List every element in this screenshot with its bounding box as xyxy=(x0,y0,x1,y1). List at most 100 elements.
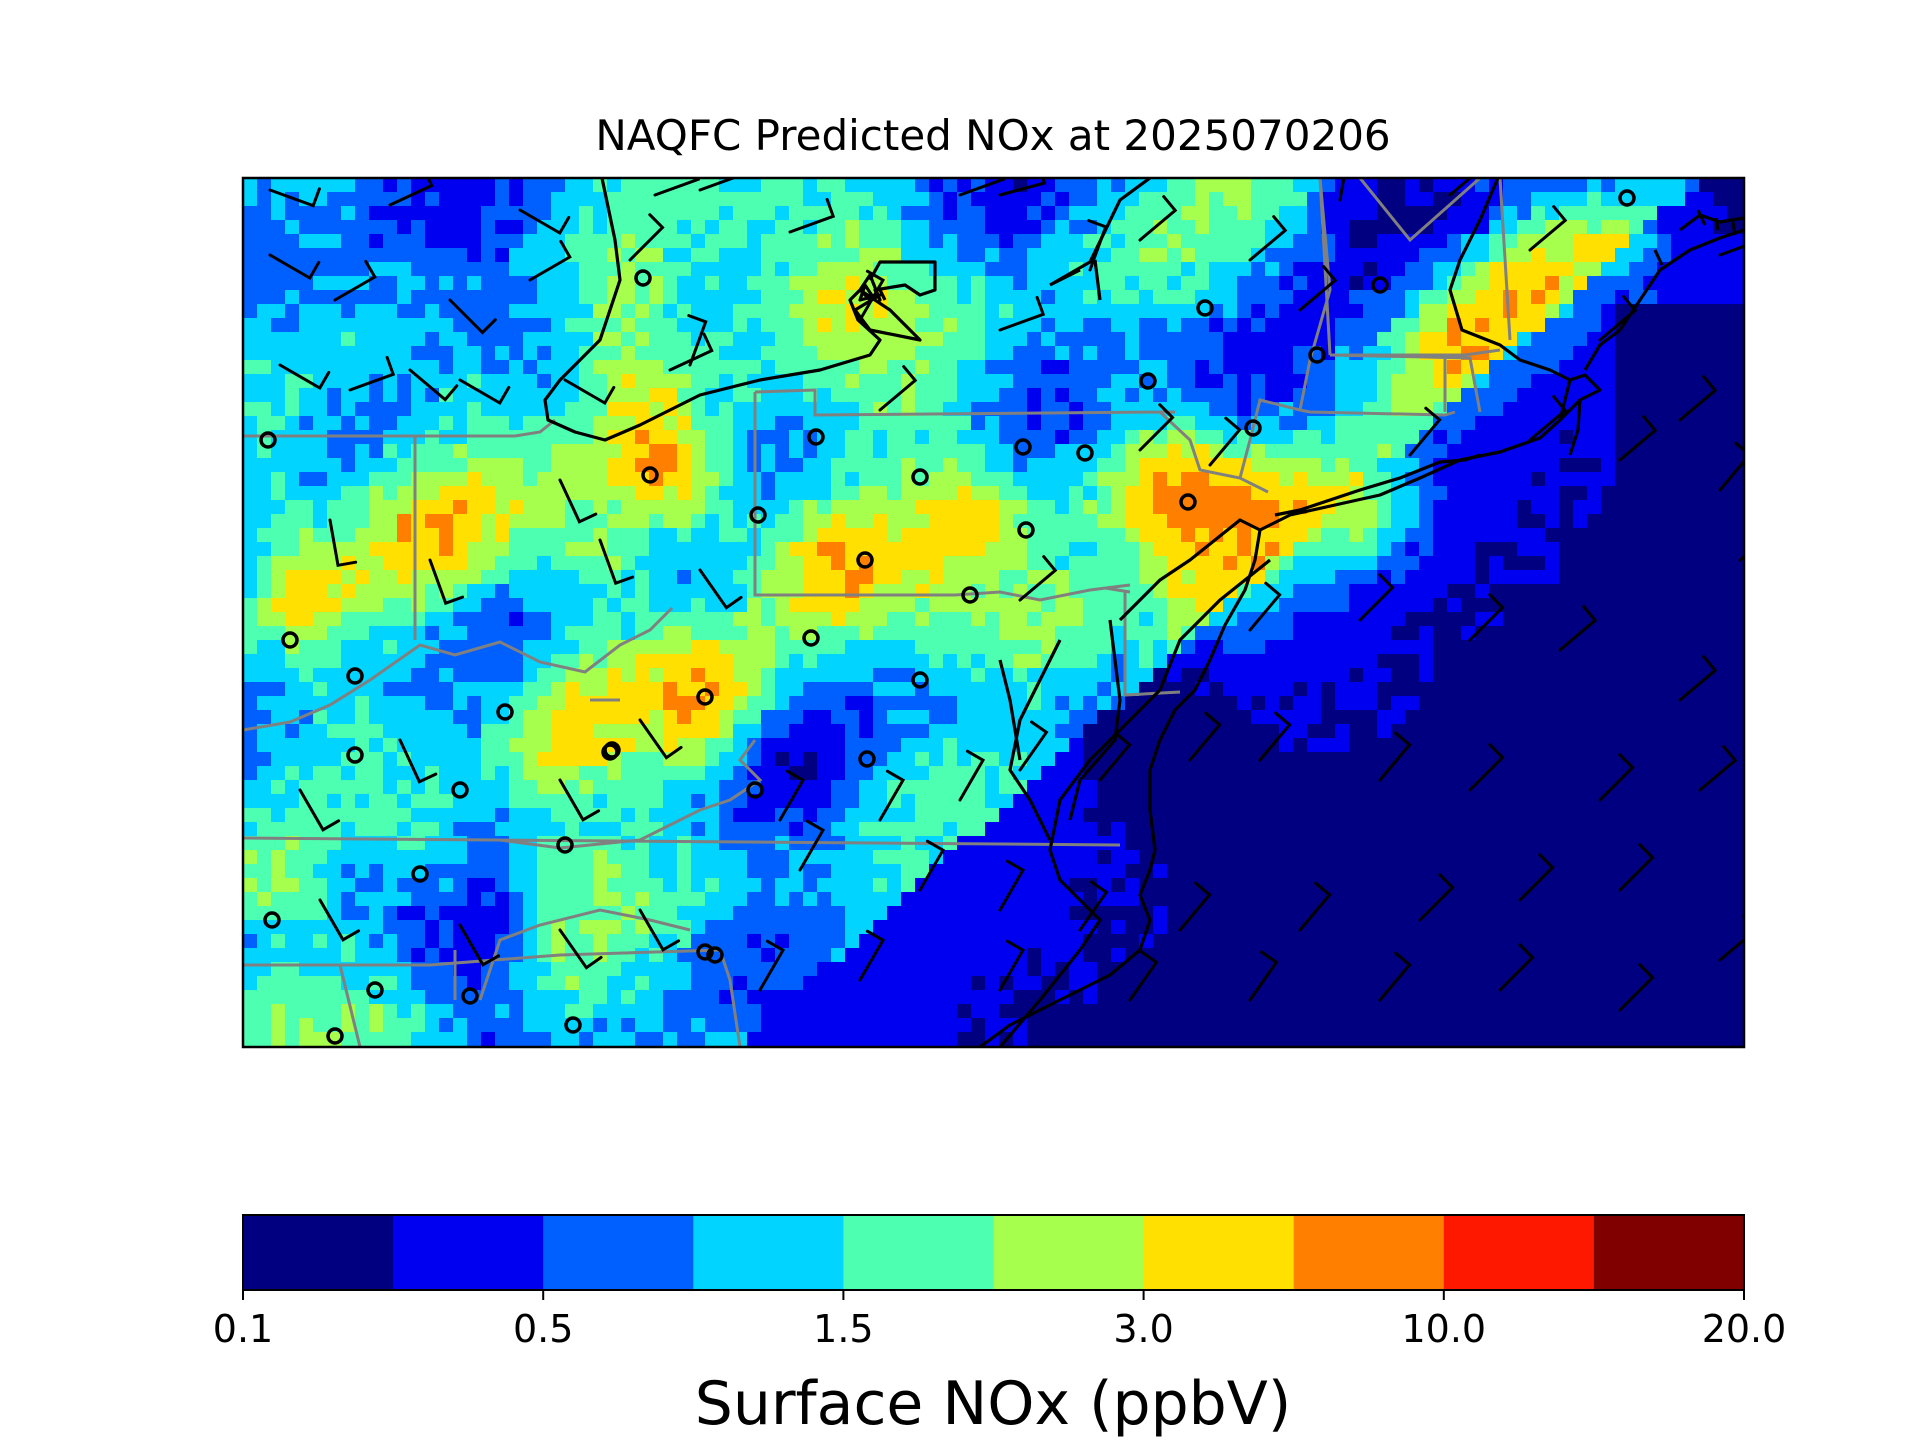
field-cell xyxy=(635,444,650,459)
field-cell xyxy=(1503,528,1518,543)
field-cell xyxy=(1405,640,1420,655)
field-cell xyxy=(551,710,566,725)
field-cell xyxy=(383,626,398,641)
field-cell xyxy=(383,234,398,249)
field-cell xyxy=(341,178,356,193)
field-cell xyxy=(607,710,622,725)
field-cell xyxy=(565,402,580,417)
field-cell xyxy=(607,528,622,543)
field-cell xyxy=(411,248,426,263)
field-cell xyxy=(747,612,762,627)
field-cell xyxy=(719,360,734,375)
field-cell xyxy=(1195,626,1210,641)
field-cell xyxy=(1419,724,1434,739)
field-cell xyxy=(299,346,314,361)
field-cell xyxy=(537,640,552,655)
field-cell xyxy=(1167,542,1182,557)
field-cell xyxy=(509,402,524,417)
field-cell xyxy=(1377,206,1392,221)
field-cell xyxy=(1321,808,1336,823)
field-cell xyxy=(1531,500,1546,515)
field-cell xyxy=(397,220,412,235)
field-cell xyxy=(1195,598,1210,613)
field-cell xyxy=(425,822,440,837)
field-cell xyxy=(1321,472,1336,487)
field-cell xyxy=(1517,682,1532,697)
field-cell xyxy=(1629,584,1644,599)
field-cell xyxy=(1657,668,1672,683)
field-cell xyxy=(957,542,972,557)
field-cell xyxy=(1391,556,1406,571)
field-cell xyxy=(243,794,258,809)
field-cell xyxy=(271,290,286,305)
field-cell xyxy=(691,668,706,683)
field-cell xyxy=(607,724,622,739)
field-cell xyxy=(649,304,664,319)
field-cell xyxy=(957,640,972,655)
field-cell xyxy=(1069,696,1084,711)
field-cell xyxy=(509,766,524,781)
field-cell xyxy=(1111,402,1126,417)
field-cell xyxy=(355,290,370,305)
field-cell xyxy=(1713,724,1728,739)
field-cell xyxy=(1699,388,1714,403)
field-cell xyxy=(509,542,524,557)
field-cell xyxy=(1657,542,1672,557)
field-cell xyxy=(1685,374,1700,389)
field-cell xyxy=(1433,766,1448,781)
field-cell xyxy=(1727,388,1742,403)
field-cell xyxy=(1741,668,1744,683)
field-cell xyxy=(1601,640,1616,655)
field-cell xyxy=(1097,640,1112,655)
field-cell xyxy=(593,276,608,291)
field-cell xyxy=(257,766,272,781)
field-cell xyxy=(803,780,818,795)
field-cell xyxy=(1223,178,1238,193)
field-cell xyxy=(1153,304,1168,319)
field-cell xyxy=(1671,654,1686,669)
field-cell xyxy=(1517,612,1532,627)
field-cell xyxy=(915,696,930,711)
field-cell xyxy=(453,528,468,543)
field-cell xyxy=(313,500,328,515)
field-cell xyxy=(845,598,860,613)
field-cell xyxy=(1265,528,1280,543)
field-cell xyxy=(1321,388,1336,403)
field-cell xyxy=(1293,276,1308,291)
field-cell xyxy=(425,234,440,249)
field-cell xyxy=(1279,794,1294,809)
field-cell xyxy=(887,206,902,221)
field-cell xyxy=(1405,584,1420,599)
field-cell xyxy=(1615,332,1630,347)
field-cell xyxy=(1139,206,1154,221)
field-cell xyxy=(803,416,818,431)
field-cell xyxy=(1503,752,1518,767)
field-cell xyxy=(607,178,622,193)
field-cell xyxy=(411,388,426,403)
field-cell xyxy=(509,388,524,403)
field-cell xyxy=(1349,290,1364,305)
field-cell xyxy=(243,206,258,221)
field-cell xyxy=(1545,556,1560,571)
field-cell xyxy=(1279,472,1294,487)
field-cell xyxy=(943,808,958,823)
field-cell xyxy=(313,360,328,375)
field-cell xyxy=(1377,626,1392,641)
field-cell xyxy=(663,808,678,823)
field-cell xyxy=(509,780,524,795)
field-cell xyxy=(845,248,860,263)
field-cell xyxy=(1657,332,1672,347)
field-cell xyxy=(1489,206,1504,221)
field-cell xyxy=(243,500,258,515)
field-cell xyxy=(1181,654,1196,669)
field-cell xyxy=(1643,500,1658,515)
field-cell xyxy=(1531,220,1546,235)
field-cell xyxy=(999,332,1014,347)
field-cell xyxy=(579,206,594,221)
field-cell xyxy=(1307,682,1322,697)
field-cell xyxy=(873,612,888,627)
field-cell xyxy=(1069,738,1084,753)
field-cell xyxy=(1377,808,1392,823)
field-cell xyxy=(1209,780,1224,795)
field-cell xyxy=(1279,626,1294,641)
